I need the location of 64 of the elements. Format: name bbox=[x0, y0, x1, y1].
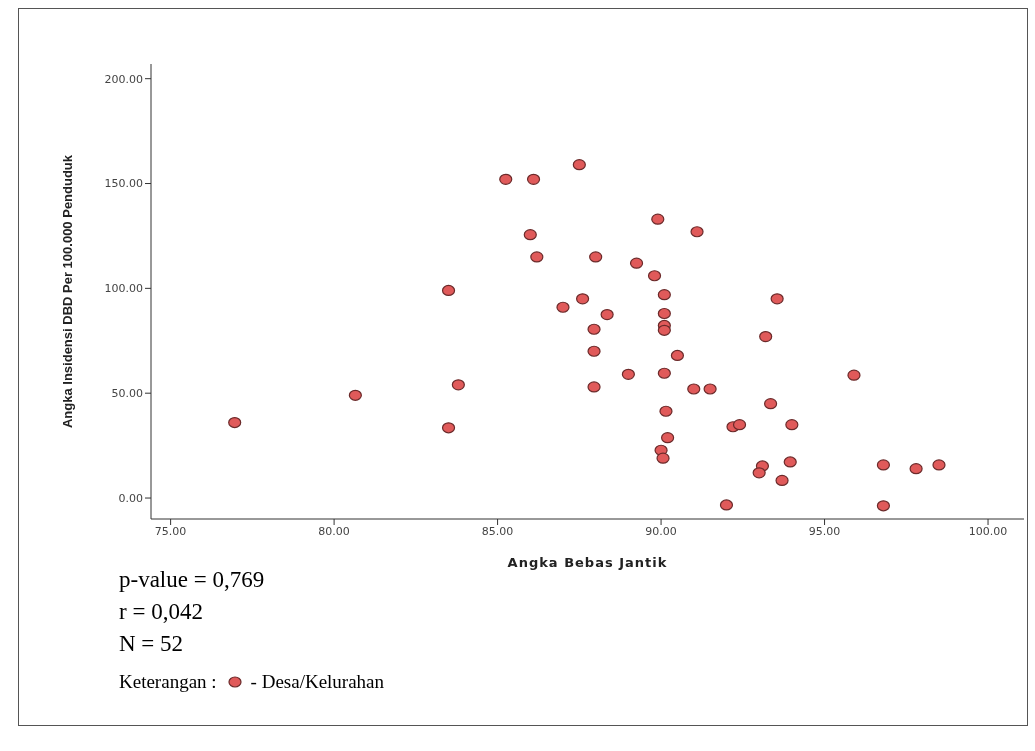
point bbox=[876, 500, 890, 512]
legend-title: Keterangan : bbox=[119, 670, 217, 694]
y-tick-label: 0.00 bbox=[118, 491, 143, 505]
x-tick-label: 85.00 bbox=[481, 524, 514, 538]
point bbox=[451, 379, 465, 391]
x-axis-title: Angka Bebas Jantik bbox=[507, 555, 668, 570]
point bbox=[785, 419, 799, 431]
point bbox=[847, 369, 861, 381]
y-axis-title: Angka Insidensi DBD Per 100.000 Penduduk bbox=[59, 154, 75, 429]
point bbox=[752, 467, 766, 479]
point bbox=[572, 159, 586, 171]
point bbox=[687, 383, 701, 395]
point bbox=[670, 349, 685, 362]
point bbox=[775, 474, 789, 487]
x-tick-label: 80.00 bbox=[318, 524, 350, 538]
point bbox=[657, 324, 671, 336]
point bbox=[690, 226, 704, 238]
point bbox=[228, 416, 242, 429]
point bbox=[909, 463, 923, 475]
point bbox=[530, 251, 544, 263]
point bbox=[932, 459, 946, 471]
point bbox=[587, 345, 601, 357]
y-tick-label: 200.00 bbox=[104, 72, 143, 86]
x-tick-label: 90.00 bbox=[645, 524, 677, 538]
point bbox=[556, 301, 570, 313]
point bbox=[657, 289, 671, 301]
point bbox=[732, 419, 747, 431]
y-tick-label: 150.00 bbox=[104, 177, 143, 191]
point bbox=[526, 173, 541, 185]
legend-label: - Desa/Kelurahan bbox=[250, 670, 385, 694]
point bbox=[441, 422, 456, 434]
point bbox=[703, 383, 717, 395]
point bbox=[770, 293, 784, 305]
point bbox=[523, 229, 537, 241]
point bbox=[657, 307, 671, 320]
point bbox=[621, 368, 635, 380]
x-tick-label: 100.00 bbox=[968, 524, 1008, 538]
point bbox=[576, 293, 590, 305]
point bbox=[876, 459, 890, 471]
point bbox=[661, 432, 675, 444]
point bbox=[589, 251, 603, 263]
point bbox=[441, 284, 456, 297]
point bbox=[647, 270, 662, 282]
x-tick-label: 95.00 bbox=[808, 524, 841, 538]
point bbox=[587, 381, 601, 393]
point bbox=[600, 308, 614, 321]
point bbox=[783, 456, 797, 468]
point bbox=[764, 398, 778, 410]
point bbox=[587, 323, 601, 335]
text: r = 0,042 bbox=[119, 598, 204, 626]
y-tick-label: 50.00 bbox=[111, 387, 143, 401]
point bbox=[499, 173, 513, 185]
point bbox=[659, 405, 673, 417]
point bbox=[759, 330, 773, 343]
point bbox=[656, 452, 670, 464]
point bbox=[719, 499, 734, 511]
text: N = 52 bbox=[119, 630, 185, 658]
y-tick-label: 100.00 bbox=[104, 282, 143, 296]
text: p-value = 0,769 bbox=[119, 566, 266, 594]
point bbox=[348, 389, 362, 401]
point bbox=[651, 213, 665, 225]
point bbox=[629, 257, 644, 269]
point bbox=[657, 367, 671, 379]
x-tick-label: 75.00 bbox=[154, 524, 187, 538]
